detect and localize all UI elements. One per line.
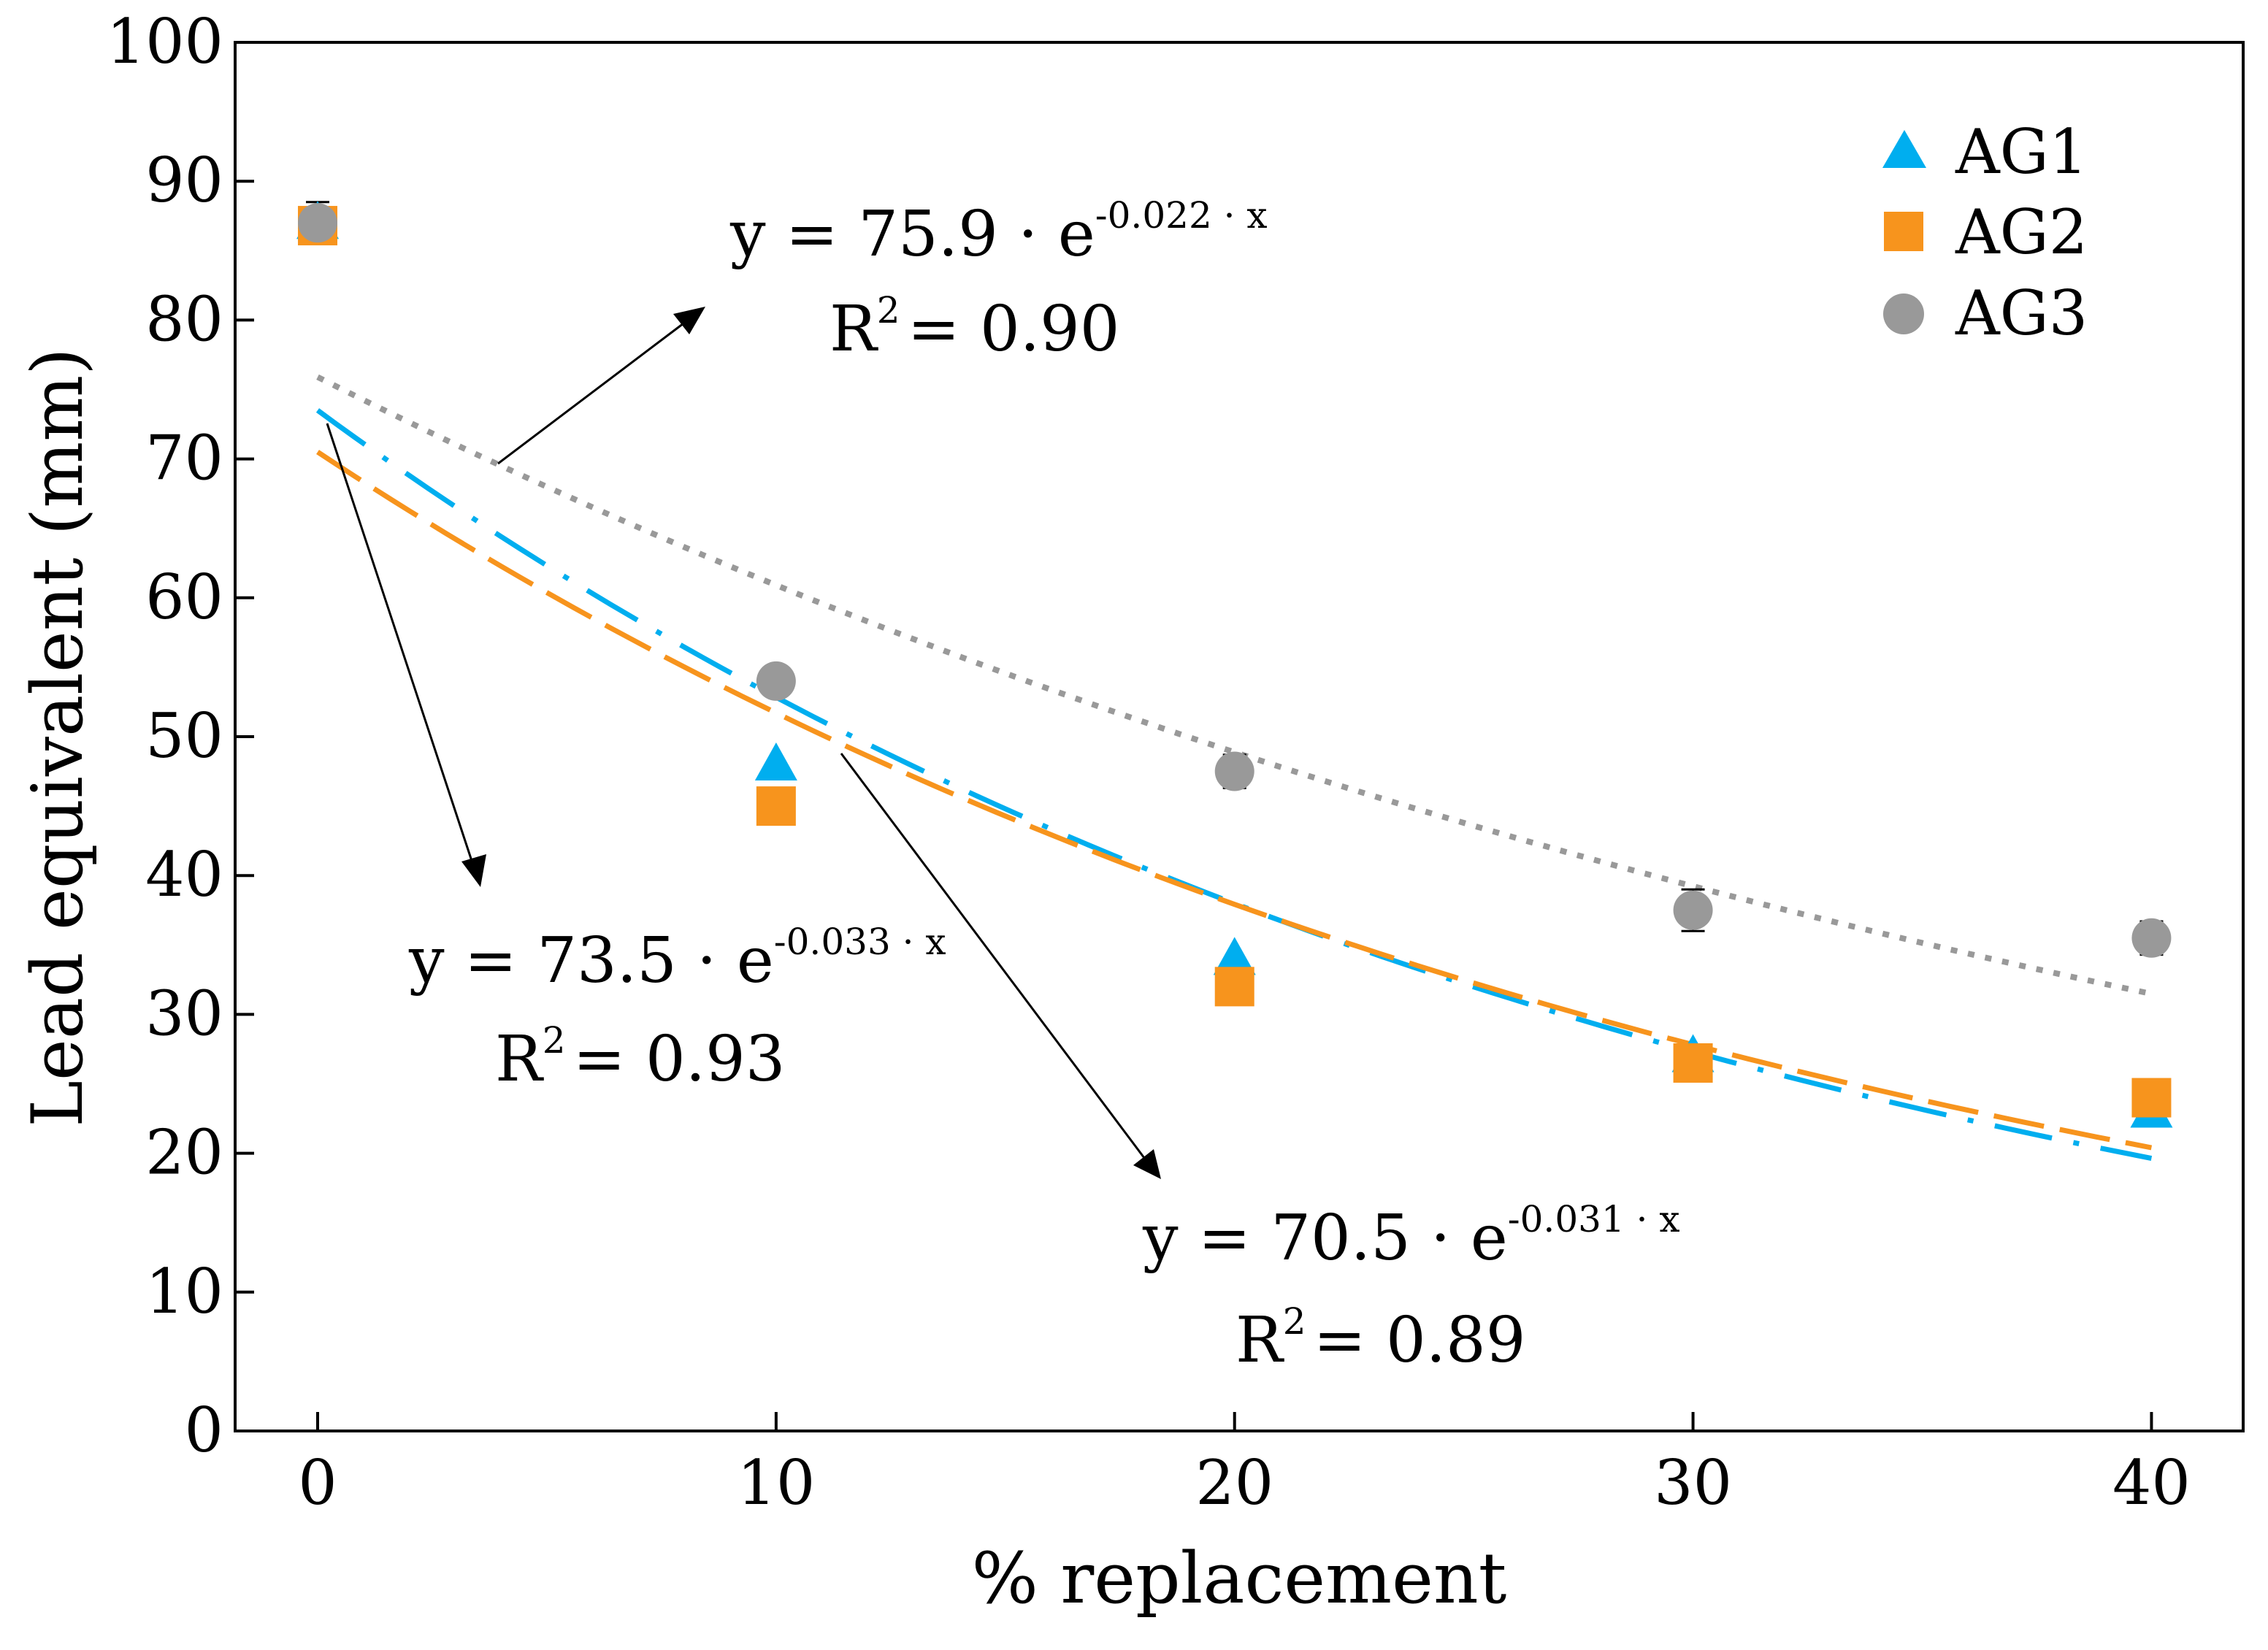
- equation-ag2-main: y = 70.5 · e: [1142, 1202, 1508, 1275]
- equation-ag2: y = 70.5 · e-0.031 · x R2 = 0.89: [1142, 1198, 1680, 1377]
- arrow-ag3-head: [673, 307, 705, 334]
- y-tick-label: 80: [145, 283, 223, 355]
- arrow-ag2-head: [1133, 1149, 1161, 1179]
- svg-text:y = 70.5 · e-0.031 · x: y = 70.5 · e-0.031 · x: [1142, 1198, 1680, 1275]
- y-axis-ticks: 0 10 20 30 40 50 60 70 80 90 100: [107, 6, 254, 1466]
- svg-text:R2= 0.89: R2 = 0.89: [1235, 1300, 1525, 1377]
- arrow-ag1-head: [461, 854, 486, 887]
- annotation-arrows: [326, 307, 1161, 1179]
- legend-item-ag3: AG3: [1883, 277, 2088, 349]
- data-point-ag1: [754, 742, 797, 781]
- legend-triangle-icon: [1882, 130, 1926, 168]
- equation-ag3-r2-value: = 0.90: [908, 293, 1120, 366]
- y-tick-label: 20: [145, 1117, 223, 1189]
- data-point-ag2: [756, 786, 796, 826]
- equation-ag1-exponent: -0.033 · x: [774, 921, 946, 963]
- data-point-ag3: [2131, 918, 2172, 958]
- y-axis-title: Lead equivalent (mm): [17, 348, 99, 1127]
- data-point-ag2: [1673, 1043, 1713, 1083]
- svg-text:y = 75.9 · e-0.022 · x: y = 75.9 · e-0.022 · x: [729, 194, 1268, 271]
- legend-circle-icon: [1883, 293, 1924, 334]
- equation-ag2-r2-label: R: [1235, 1304, 1284, 1377]
- x-tick-label: 40: [2112, 1447, 2191, 1519]
- y-tick-label: 60: [145, 561, 223, 633]
- equation-ag1-main: y = 73.5 · e: [408, 924, 774, 997]
- x-tick-label: 10: [737, 1447, 815, 1519]
- arrow-ag1-fit: [326, 423, 475, 866]
- legend: AG1 AG2 AG3: [1882, 116, 2088, 349]
- y-tick-label: 100: [107, 6, 223, 77]
- arrow-ag3-fit: [497, 320, 687, 465]
- data-point-ag2: [1214, 967, 1254, 1007]
- fit-curve-ag3: [316, 374, 2153, 997]
- legend-item-ag2: AG2: [1884, 196, 2088, 268]
- x-axis-ticks: 0 10 20 30 40: [298, 1412, 2191, 1519]
- data-point-ag2: [2131, 1078, 2172, 1118]
- data-point-ag3: [756, 661, 796, 701]
- y-tick-label: 0: [185, 1394, 223, 1466]
- y-tick-label: 70: [145, 423, 223, 494]
- equation-ag2-r2-exponent: 2: [1283, 1300, 1306, 1343]
- data-markers: [296, 201, 2173, 1128]
- equation-ag1-r2-exponent: 2: [543, 1019, 566, 1062]
- arrow-ag2-fit: [840, 753, 1148, 1162]
- equation-ag3-r2-exponent: 2: [877, 289, 900, 331]
- y-tick-label: 50: [145, 700, 223, 772]
- legend-label-ag3: AG3: [1955, 277, 2088, 349]
- svg-text:y = 73.5 · e-0.033 · x: y = 73.5 · e-0.033 · x: [408, 921, 946, 997]
- fit-curve-ag1: [315, 408, 2153, 1162]
- equation-ag1-r2-value: = 0.93: [573, 1023, 786, 1096]
- x-tick-label: 0: [298, 1447, 337, 1519]
- y-tick-label: 30: [145, 978, 223, 1049]
- data-point-ag3: [1673, 890, 1713, 930]
- equation-ag2-exponent: -0.031 · x: [1508, 1198, 1680, 1240]
- equation-ag3-exponent: -0.022 · x: [1095, 194, 1268, 237]
- x-tick-label: 30: [1654, 1447, 1732, 1519]
- equation-ag3-r2-label: R: [830, 293, 878, 366]
- equation-ag1-r2-label: R: [495, 1023, 544, 1096]
- data-point-ag1: [1213, 937, 1256, 975]
- y-tick-label: 40: [145, 839, 223, 910]
- svg-text:R2= 0.93: R2 = 0.93: [495, 1019, 785, 1096]
- svg-text:R2= 0.90: R2 = 0.90: [830, 289, 1119, 366]
- data-point-ag3: [1214, 751, 1254, 791]
- x-tick-label: 20: [1195, 1447, 1273, 1519]
- fit-curve-ag2: [316, 450, 2153, 1151]
- legend-square-icon: [1884, 212, 1923, 251]
- data-point-ag3: [298, 203, 338, 243]
- equation-ag1: y = 73.5 · e-0.033 · x R2 = 0.93: [408, 921, 946, 1096]
- y-tick-label: 90: [145, 145, 223, 216]
- equation-ag2-r2-value: = 0.89: [1314, 1304, 1526, 1377]
- legend-label-ag2: AG2: [1955, 196, 2088, 268]
- x-axis-title: % replacement: [972, 1538, 1507, 1619]
- legend-label-ag1: AG1: [1955, 116, 2088, 188]
- legend-item-ag1: AG1: [1882, 116, 2088, 188]
- equation-ag3: y = 75.9 · e-0.022 · x R2 = 0.90: [729, 194, 1268, 366]
- equation-ag3-main: y = 75.9 · e: [729, 198, 1095, 271]
- y-tick-label: 10: [145, 1256, 223, 1327]
- fit-curves: [315, 374, 2153, 1162]
